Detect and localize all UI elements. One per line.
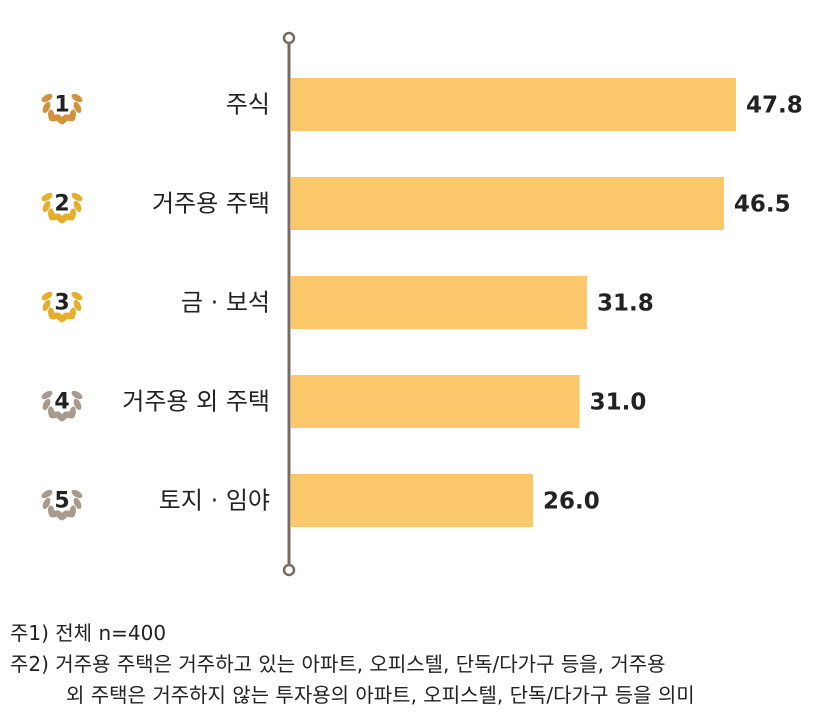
laurel-leaf [71,390,83,400]
value-label: 46.5 [734,192,791,218]
laurel-leaf [59,411,69,422]
footnote-2-continued: 외 주택은 거주하지 않는 투자용의 아파트, 오피스텔, 단독/다가구 등을 … [66,683,695,707]
rank-number: 2 [54,192,69,217]
bar [291,474,533,527]
laurel-leaf [49,510,61,518]
laurel-leaf [49,312,61,320]
footnote-1: 주1) 전체 n=400 [10,621,167,645]
laurel-leaf [41,489,53,499]
value-label: 47.8 [746,93,803,119]
laurel-leaf [73,200,82,212]
category-label: 거주용 주택 [152,190,270,218]
category-label: 금 · 보석 [181,289,270,317]
rank-number: 1 [54,93,69,118]
laurel-leaf [41,192,53,202]
laurel-leaf [59,510,69,521]
laurel-leaf [49,411,61,419]
laurel-leaf [49,114,61,122]
laurel-leaf [59,114,69,125]
laurel-leaf [73,299,82,311]
bar [291,276,587,329]
laurel-leaf [69,406,76,419]
laurel-leaf [71,93,83,103]
footnote-2: 주2) 거주용 주택은 거주하고 있는 아파트, 오피스텔, 단독/다가구 등을… [10,652,666,676]
laurel-wreath-icon [41,390,83,422]
laurel-leaf [69,307,76,320]
laurel-leaf [41,390,53,400]
laurel-leaf [73,497,82,509]
bar-chart: 주식 47.8 1 거주용 주택 46.5 2 금 · 보석 31.8 3 거주용 외 주택 31.… [41,31,803,577]
bar [291,375,580,428]
laurel-leaf [71,192,83,202]
bar [291,177,724,230]
laurel-leaf [69,109,76,122]
rank-number: 3 [54,291,69,316]
laurel-wreath-icon [41,489,83,521]
laurel-leaf [69,505,76,518]
rank-number: 4 [54,390,69,415]
laurel-leaf [42,101,51,113]
laurel-leaf [71,489,83,499]
laurel-leaf [59,213,69,224]
category-label: 거주용 외 주택 [122,388,270,416]
laurel-leaf [42,398,51,410]
laurel-leaf [49,213,61,221]
category-label: 주식 [226,91,270,119]
laurel-leaf [73,101,82,113]
laurel-leaf [73,398,82,410]
value-label: 31.0 [590,390,647,416]
rank-number: 5 [54,489,69,514]
value-label: 26.0 [543,489,600,515]
laurel-leaf [42,497,51,509]
laurel-leaf [69,208,76,221]
laurel-leaf [41,93,53,103]
laurel-wreath-icon [41,291,83,323]
laurel-leaf [41,291,53,301]
laurel-wreath-icon [41,192,83,224]
axis-bottom-cap [282,563,296,577]
footnotes: 주1) 전체 n=400 주2) 거주용 주택은 거주하고 있는 아파트, 오피… [10,618,695,711]
laurel-leaf [42,299,51,311]
value-label: 31.8 [597,291,654,317]
laurel-leaf [42,200,51,212]
bar [291,78,736,131]
category-label: 토지 · 임야 [159,487,270,515]
laurel-leaf [71,291,83,301]
laurel-leaf [59,312,69,323]
laurel-wreath-icon [41,93,83,125]
axis-top-cap [282,31,296,45]
